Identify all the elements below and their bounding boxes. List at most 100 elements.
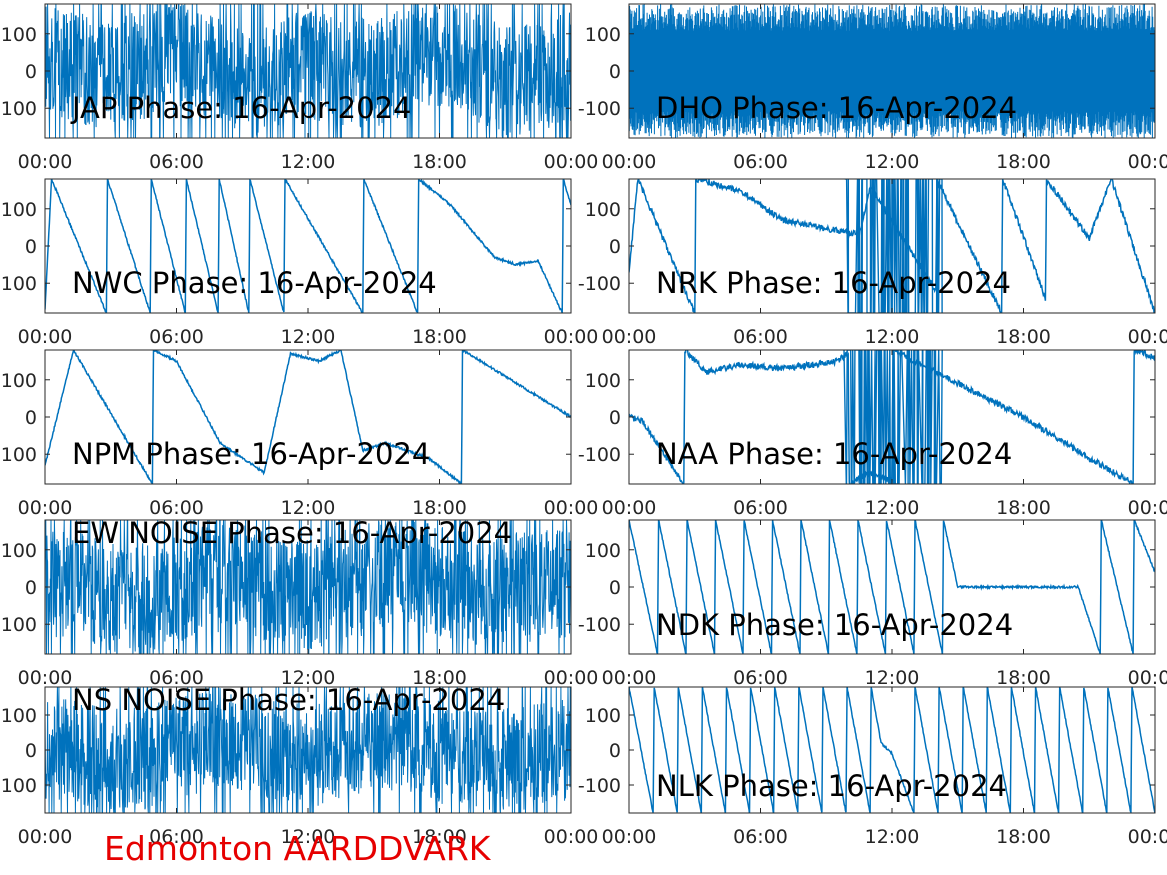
panel-7-title: NDK Phase: 16-Apr-2024 bbox=[656, 608, 1013, 642]
panel-5: 00:00 06:00 12:00 18:00 00:00 100 0 -100 NAA Pha… bbox=[578, 349, 1167, 519]
panel-4-ytick-label-2: -100 bbox=[0, 444, 37, 466]
panel-3: 00:00 06:00 12:00 18:00 00:00 100 0 -100 NRK Pha… bbox=[578, 178, 1167, 348]
panel-6-xtick-label-1: 06:00 bbox=[149, 667, 204, 689]
panel-7-ytick-label-2: -100 bbox=[578, 614, 621, 636]
panel-6-ytick-label-1: 0 bbox=[25, 577, 37, 599]
panel-3-burst bbox=[844, 179, 943, 313]
panel-4-ytick-label-0: 100 bbox=[1, 370, 37, 392]
panel-9-ytick-label-0: 100 bbox=[585, 705, 621, 727]
panel-4-xtick-label-3: 18:00 bbox=[412, 497, 467, 519]
panels: 00:00 06:00 12:00 18:00 00:00 100 0 -100 JAP Pha… bbox=[0, 3, 1167, 848]
panel-7-xtick-label-0: 00:00 bbox=[602, 667, 657, 689]
panel-4-series-line bbox=[45, 350, 571, 484]
panel-8-xtick-label-4: 00:00 bbox=[544, 826, 599, 848]
panel-0-xtick-label-1: 06:00 bbox=[149, 151, 204, 173]
panel-9: 00:00 06:00 12:00 18:00 00:00 100 0 -100 NLK Pha… bbox=[578, 686, 1167, 848]
panel-8-xtick-label-3: 18:00 bbox=[412, 826, 467, 848]
panel-2: 00:00 06:00 12:00 18:00 00:00 100 0 -100 NWC Pha… bbox=[0, 178, 598, 348]
panel-3-xtick-label-1: 06:00 bbox=[733, 326, 788, 348]
panel-8: 00:00 06:00 12:00 18:00 00:00 100 0 -100 NS NOIS… bbox=[0, 683, 598, 848]
panel-3-series-line bbox=[629, 179, 1155, 313]
panel-2-xtick-label-4: 00:00 bbox=[544, 326, 599, 348]
panel-4-xtick-label-4: 00:00 bbox=[544, 497, 599, 519]
panel-7-xtick-label-2: 12:00 bbox=[865, 667, 920, 689]
panel-5-xtick-label-4: 00:00 bbox=[1128, 497, 1167, 519]
panel-4-xtick-label-2: 12:00 bbox=[281, 497, 336, 519]
panel-9-xtick-label-4: 00:00 bbox=[1128, 826, 1167, 848]
panel-5-xtick-label-0: 00:00 bbox=[602, 497, 657, 519]
panel-5-ytick-label-1: 0 bbox=[609, 407, 621, 429]
panel-6-title: EW NOISE Phase: 16-Apr-2024 bbox=[72, 516, 512, 550]
panel-0-xtick-label-3: 18:00 bbox=[412, 151, 467, 173]
panel-1-ytick-label-0: 100 bbox=[585, 24, 621, 46]
panel-4-ytick-label-1: 0 bbox=[25, 407, 37, 429]
panel-6-xtick-label-4: 00:00 bbox=[544, 667, 599, 689]
panel-8-ytick-label-2: -100 bbox=[0, 775, 37, 797]
panel-1-title: DHO Phase: 16-Apr-2024 bbox=[656, 91, 1017, 125]
panel-3-xtick-label-4: 00:00 bbox=[1128, 326, 1167, 348]
panel-6-series-line bbox=[45, 520, 571, 654]
panel-1-xtick-label-1: 06:00 bbox=[733, 151, 788, 173]
footer-label: Edmonton AARDDVARK bbox=[104, 829, 492, 868]
panel-6-ytick-label-0: 100 bbox=[1, 540, 37, 562]
panel-8-series-line bbox=[45, 687, 571, 813]
panel-3-ytick-label-1: 0 bbox=[609, 236, 621, 258]
panel-5-burst bbox=[843, 350, 943, 484]
panel-9-ytick-label-1: 0 bbox=[609, 740, 621, 762]
panel-8-xtick-label-0: 00:00 bbox=[18, 826, 73, 848]
panel-4-title: NPM Phase: 16-Apr-2024 bbox=[72, 437, 430, 471]
panel-5-ytick-label-0: 100 bbox=[585, 370, 621, 392]
panel-2-ytick-label-2: -100 bbox=[0, 273, 37, 295]
panel-0-xtick-label-0: 00:00 bbox=[18, 151, 73, 173]
panel-0: 00:00 06:00 12:00 18:00 00:00 100 0 -100 JAP Pha… bbox=[0, 3, 599, 173]
panel-3-xtick-label-2: 12:00 bbox=[865, 326, 920, 348]
panel-6: 00:00 06:00 12:00 18:00 00:00 100 0 -100 EW NOIS… bbox=[0, 516, 598, 689]
panel-7-xtick-label-1: 06:00 bbox=[733, 667, 788, 689]
panel-2-xtick-label-2: 12:00 bbox=[281, 326, 336, 348]
panel-9-xtick-label-3: 18:00 bbox=[996, 826, 1051, 848]
panel-1-ytick-label-2: -100 bbox=[578, 98, 621, 120]
panel-9-series-line bbox=[629, 687, 1155, 813]
panel-9-xtick-label-1: 06:00 bbox=[733, 826, 788, 848]
panel-1-ytick-label-1: 0 bbox=[609, 61, 621, 83]
panel-7-ytick-label-0: 100 bbox=[585, 540, 621, 562]
panel-1: 00:00 06:00 12:00 18:00 00:00 100 0 -100 DHO Pha… bbox=[578, 3, 1167, 173]
panel-3-xtick-label-3: 18:00 bbox=[996, 326, 1051, 348]
panel-8-xtick-label-2: 12:00 bbox=[281, 826, 336, 848]
panel-7: 00:00 06:00 12:00 18:00 00:00 100 0 -100 NDK Pha… bbox=[578, 519, 1167, 689]
panel-5-xtick-label-3: 18:00 bbox=[996, 497, 1051, 519]
panel-3-xtick-label-0: 00:00 bbox=[602, 326, 657, 348]
panel-0-title: JAP Phase: 16-Apr-2024 bbox=[70, 91, 411, 125]
panel-1-series-line bbox=[629, 4, 1155, 138]
panel-8-title: NS NOISE Phase: 16-Apr-2024 bbox=[72, 683, 505, 717]
panel-3-ytick-label-2: -100 bbox=[578, 273, 621, 295]
panel-5-xtick-label-2: 12:00 bbox=[865, 497, 920, 519]
panel-1-xtick-label-4: 00:00 bbox=[1128, 151, 1167, 173]
panel-2-xtick-label-3: 18:00 bbox=[412, 326, 467, 348]
panel-4: 00:00 06:00 12:00 18:00 00:00 100 0 -100 NPM Pha… bbox=[0, 349, 598, 519]
panel-9-title: NLK Phase: 16-Apr-2024 bbox=[656, 769, 1007, 803]
panel-7-xtick-label-4: 00:00 bbox=[1128, 667, 1167, 689]
panel-6-xtick-label-0: 00:00 bbox=[18, 667, 73, 689]
panel-3-title: NRK Phase: 16-Apr-2024 bbox=[656, 266, 1011, 300]
panel-6-xtick-label-2: 12:00 bbox=[281, 667, 336, 689]
panel-7-xtick-label-3: 18:00 bbox=[996, 667, 1051, 689]
panel-0-xtick-label-2: 12:00 bbox=[281, 151, 336, 173]
panel-8-ytick-label-1: 0 bbox=[25, 740, 37, 762]
panel-2-series-line bbox=[45, 179, 571, 313]
panel-7-series-line bbox=[629, 520, 1155, 654]
panel-1-xtick-label-0: 00:00 bbox=[602, 151, 657, 173]
panel-0-ytick-label-2: -100 bbox=[0, 98, 37, 120]
panel-2-ytick-label-0: 100 bbox=[1, 199, 37, 221]
panel-0-ytick-label-0: 100 bbox=[1, 24, 37, 46]
panel-2-ytick-label-1: 0 bbox=[25, 236, 37, 258]
panel-3-ytick-label-0: 100 bbox=[585, 199, 621, 221]
panel-0-xtick-label-4: 00:00 bbox=[544, 151, 599, 173]
panel-2-title: NWC Phase: 16-Apr-2024 bbox=[72, 266, 437, 300]
panel-8-xtick-label-1: 06:00 bbox=[149, 826, 204, 848]
panel-0-series-line bbox=[45, 4, 571, 138]
panel-1-xtick-label-2: 12:00 bbox=[865, 151, 920, 173]
panel-4-xtick-label-0: 00:00 bbox=[18, 497, 73, 519]
panel-2-xtick-label-1: 06:00 bbox=[149, 326, 204, 348]
